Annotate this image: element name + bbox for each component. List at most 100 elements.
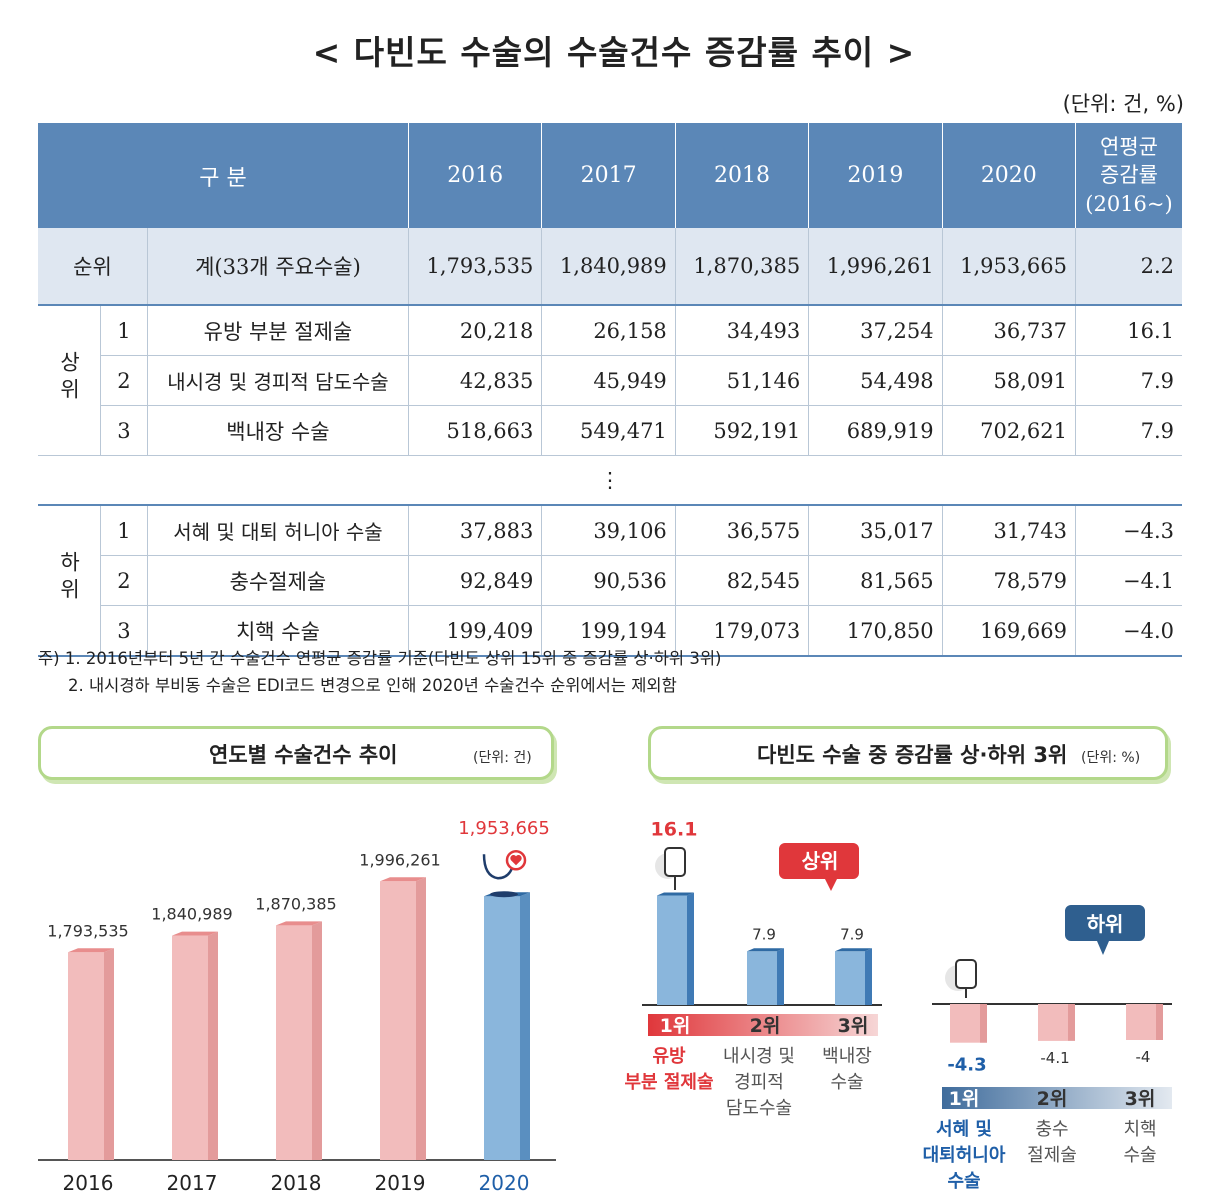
bar-side [208, 931, 218, 1160]
rank-cell: 2 [100, 555, 148, 606]
right-panel-title: 다빈도 수술 중 증감률 상·하위 3위 [757, 743, 1068, 767]
rank-ribbon-bottom [942, 1087, 1172, 1109]
bar-top [172, 931, 218, 936]
data-label: 16.1 [651, 819, 698, 841]
table-cell: 39,106 [541, 505, 676, 556]
surgery-name-label: 내시경 및 [723, 1046, 795, 1067]
bar-side [104, 948, 114, 1160]
table-cell: 199,409 [408, 605, 543, 657]
surgery-name-label: 백내장 [822, 1046, 872, 1067]
table-row: 상위 1 유방 부분 절제술 20,218 26,158 34,493 37,2… [38, 305, 1182, 456]
table-cell: 90,536 [541, 555, 676, 606]
table-cell: 81,565 [808, 555, 943, 606]
x-tick-label: 2020 [479, 1171, 530, 1195]
speech-bubble-icon [779, 843, 859, 891]
table-row: 2 내시경 및 경피적 담도수술 42,835 45,949 51,146 54… [38, 355, 1182, 406]
data-label: 1,840,989 [151, 905, 232, 924]
table-cell: 7.9 [1075, 355, 1182, 406]
data-label: 7.9 [752, 925, 776, 943]
surgery-name-label: 담도수술 [726, 1098, 792, 1119]
surgery-name-label: 유방 [652, 1046, 686, 1067]
bar [747, 951, 777, 1005]
right-panel-header: 다빈도 수술 중 증감률 상·하위 3위 (단위: %) [648, 726, 1168, 780]
data-label: 1,953,665 [458, 818, 550, 839]
table-cell: 54,498 [808, 355, 943, 406]
table-cell: 170,850 [808, 605, 943, 657]
footnotes: 주) 1. 2016년부터 5년 간 수술건수 연평균 증감률 기준(다빈도 상… [38, 645, 721, 699]
bar-side [1156, 1004, 1163, 1040]
table-cell: 31,743 [942, 505, 1077, 556]
surgery-name-label: 수술 [947, 1171, 980, 1192]
data-label: -4.3 [947, 1055, 986, 1076]
rank-label: 3위 [838, 1015, 869, 1037]
stethoscope-base [490, 891, 518, 898]
bar [1038, 1004, 1068, 1041]
table-cell: 34,493 [675, 305, 810, 356]
left-panel-unit: (단위: 건) [473, 750, 532, 766]
table-cell: 1,953,665 [942, 228, 1077, 306]
rank-label: 2위 [750, 1015, 781, 1037]
rank-cell: 2 [100, 355, 148, 406]
group-label-bottom: 하위 [1087, 912, 1124, 936]
table-cell: 689,919 [808, 405, 943, 456]
table-cell: 1,793,535 [408, 228, 543, 306]
surgery-name-label: 대퇴허니아 [923, 1145, 1006, 1166]
data-label: 1,870,385 [255, 894, 336, 913]
surgery-name-label: 치핵 [1123, 1119, 1156, 1140]
data-label: -4.1 [1040, 1049, 1069, 1067]
surgery-name-label: 수술 [830, 1072, 863, 1093]
data-label: 1,793,535 [47, 921, 128, 940]
table-cell: 702,621 [942, 405, 1077, 456]
surgery-name-label: 서혜 및 [936, 1119, 992, 1140]
surgery-name-label: 수술 [1123, 1145, 1156, 1166]
table-cell: 26,158 [541, 305, 676, 356]
surgery-name-label: 절제술 [1027, 1145, 1077, 1166]
surgery-name-label: 충수 [1035, 1119, 1068, 1140]
rank-label: 1위 [949, 1088, 980, 1110]
left-panel-header: 연도별 수술건수 추이 (단위: 건) [38, 726, 554, 780]
ellipsis: ⋮ [38, 455, 1182, 506]
header-2017: 2017 [541, 123, 676, 228]
table-cell: 1,996,261 [808, 228, 943, 306]
iv-bag-body [955, 959, 977, 989]
table-cell: −4.1 [1075, 555, 1182, 606]
data-label: -4 [1136, 1048, 1151, 1066]
bar [276, 925, 312, 1160]
table-row: 하위 1 서혜 및 대퇴 허니아 수술 37,883 39,106 36,575… [38, 505, 1182, 657]
bar-side [777, 948, 784, 1005]
surgery-name: 백내장 수술 [147, 405, 409, 456]
heart-shape [510, 855, 522, 866]
table-cell: 42,835 [408, 355, 543, 406]
table-cell: 169,669 [942, 605, 1077, 657]
table-cell: 78,579 [942, 555, 1077, 606]
x-tick-label: 2018 [271, 1171, 322, 1195]
header-2019: 2019 [808, 123, 943, 228]
page-title: < 다빈도 수술의 수술건수 증감률 추이 > [312, 33, 916, 72]
bar [950, 1004, 980, 1043]
bar [1126, 1004, 1156, 1040]
table-cell: 199,194 [541, 605, 676, 657]
x-tick-label: 2016 [63, 1171, 114, 1195]
bar [172, 935, 208, 1160]
table-row: 3 치핵 수술 199,409 199,194 179,073 170,850 … [38, 605, 1182, 657]
bar [380, 881, 416, 1160]
ellipsis-row: ⋮ [38, 455, 1182, 506]
stethoscope-heart-icon [482, 854, 514, 880]
surgery-name-label: 경피적 [734, 1072, 784, 1093]
bar [657, 895, 687, 1005]
table-cell: −4.0 [1075, 605, 1182, 657]
group-label-top: 상위 [802, 849, 839, 873]
unit-label: (단위: 건, %) [1062, 92, 1184, 116]
bar [484, 896, 520, 1160]
rank-cell: 3 [100, 405, 148, 456]
table-cell: 7.9 [1075, 405, 1182, 456]
bar-top [747, 948, 784, 952]
table-cell: 92,849 [408, 555, 543, 606]
table-cell: 1,840,989 [541, 228, 676, 306]
table-cell: 37,883 [408, 505, 543, 556]
table-cell: 592,191 [675, 405, 810, 456]
x-tick-label: 2017 [167, 1171, 218, 1195]
bar-side [312, 921, 322, 1160]
footnote-1: 주) 1. 2016년부터 5년 간 수술건수 연평균 증감률 기준(다빈도 상… [38, 649, 722, 668]
